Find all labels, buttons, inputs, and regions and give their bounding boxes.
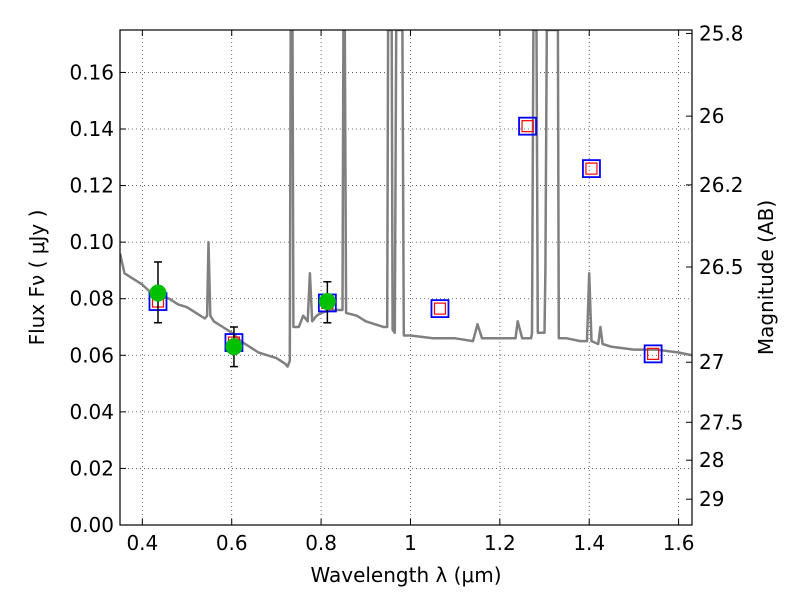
y-axis-right-label: Magnitude (AB) <box>754 200 778 355</box>
right-tick-label: 27.5 <box>699 410 744 434</box>
right-tick-label: 25.8 <box>699 21 744 45</box>
right-tick-label: 27 <box>699 350 724 374</box>
x-tick-label: 0.8 <box>305 531 337 555</box>
y-tick-label: 0.00 <box>69 513 114 537</box>
observed-point <box>225 338 243 356</box>
axis-ticks: 0.4 0.6 0.8 1 1.2 1.4 1.6 0.00 0.02 0.04 0.06 0.08 0… <box>69 21 743 555</box>
model-photometry-box <box>430 299 450 319</box>
observed-photometry <box>149 261 336 368</box>
right-tick-label: 29 <box>699 487 724 511</box>
x-tick-label: 1.2 <box>484 531 516 555</box>
x-tick-label: 1 <box>404 531 417 555</box>
right-tick-label: 26.2 <box>699 173 744 197</box>
y-tick-label: 0.08 <box>69 287 114 311</box>
model-photometry-inner <box>647 347 660 360</box>
right-tick-label: 26 <box>699 104 724 128</box>
observed-point <box>318 293 336 311</box>
y-tick-label: 0.12 <box>69 174 114 198</box>
y-tick-label: 0.16 <box>69 60 114 84</box>
model-photometry-box <box>518 116 537 136</box>
observed-point <box>149 284 167 302</box>
y-tick-label: 0.14 <box>69 117 114 141</box>
x-axis-label: Wavelength λ (μm) <box>310 563 501 587</box>
y-tick-label: 0.04 <box>69 400 114 424</box>
model-photometry-box <box>582 159 601 179</box>
y-tick-label: 0.02 <box>69 456 114 480</box>
template-spectrum <box>120 30 692 368</box>
model-photometry-inner <box>585 162 598 175</box>
x-tick-label: 1.4 <box>573 531 605 555</box>
x-tick-label: 0.4 <box>126 531 158 555</box>
model-photometry-inner <box>521 120 534 133</box>
template-spectrum-line <box>120 30 692 368</box>
x-tick-label: 1.6 <box>663 531 695 555</box>
right-tick-label: 28 <box>699 448 724 472</box>
plot-frame <box>119 29 693 526</box>
x-tick-label: 0.6 <box>216 531 248 555</box>
model-photometry-box <box>643 344 663 364</box>
right-tick-label: 26.5 <box>699 255 744 279</box>
model-photometry-inner <box>433 302 447 315</box>
y-tick-label: 0.06 <box>69 343 114 367</box>
y-axis-label: Flux Fν ( μJy ) <box>25 210 49 346</box>
y-tick-label: 0.10 <box>69 230 114 254</box>
